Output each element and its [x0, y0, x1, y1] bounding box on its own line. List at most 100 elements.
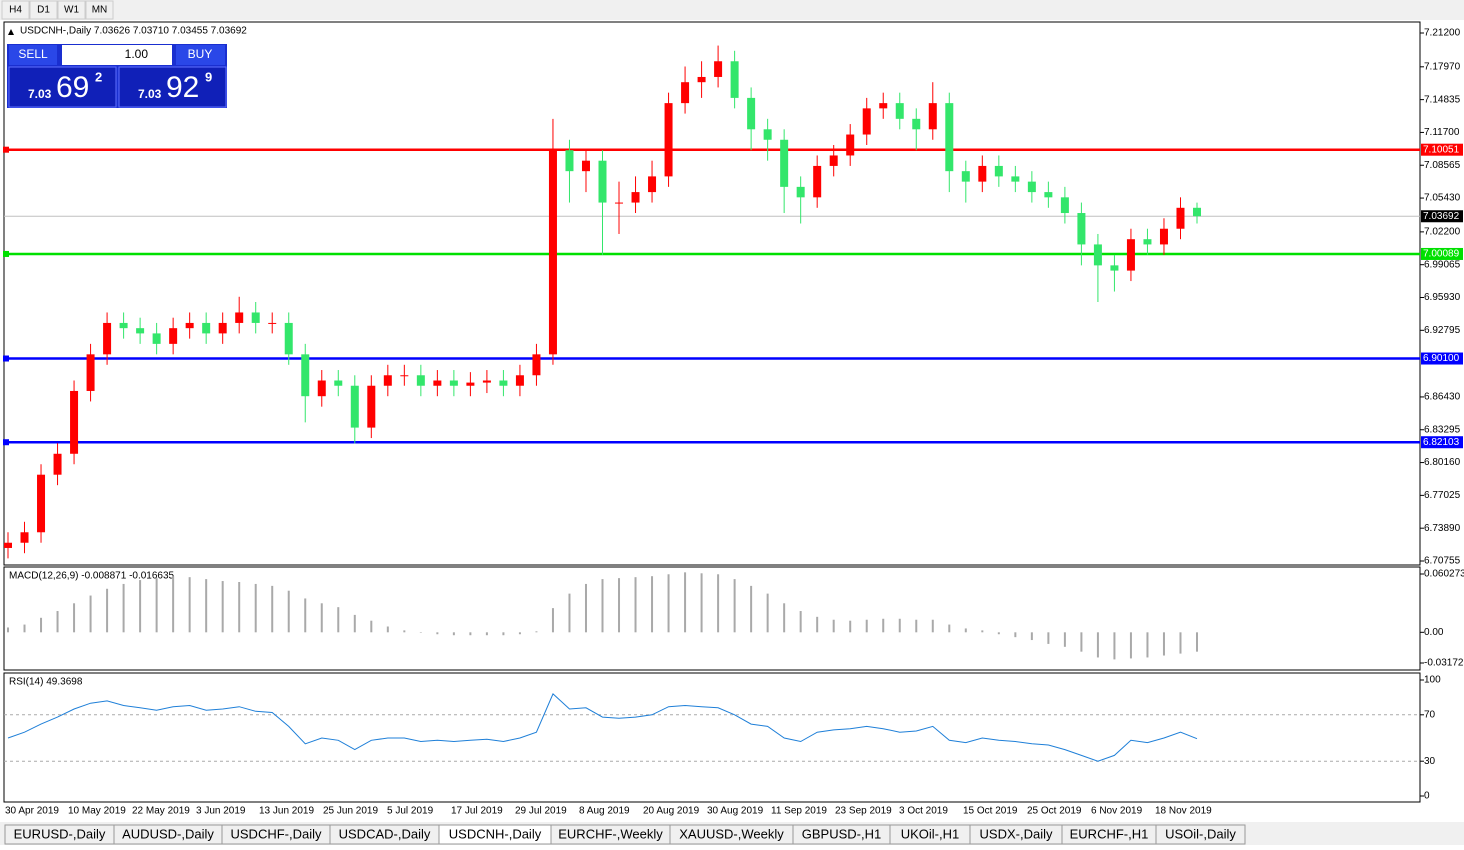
candle-body — [268, 322, 277, 324]
x-tick-label: 29 Jul 2019 — [515, 806, 567, 817]
macd-bar — [568, 593, 571, 633]
tab[interactable] — [1155, 824, 1246, 845]
level-marker — [3, 439, 9, 446]
candle-body — [631, 192, 640, 203]
quote-box[interactable] — [118, 66, 227, 108]
timeframe-label[interactable]: H4 — [9, 5, 22, 16]
timeframe-button[interactable] — [29, 0, 58, 20]
macd-bar — [667, 574, 670, 633]
timeframe-label[interactable]: D1 — [37, 5, 50, 16]
macd-bar — [370, 620, 373, 633]
lot-value[interactable]: 1.00 — [125, 47, 149, 61]
candle-body — [4, 542, 12, 548]
candle-body — [648, 176, 657, 193]
tab-label[interactable]: USOil-,Daily — [1165, 826, 1236, 841]
macd-bar — [799, 611, 802, 633]
candle-body — [284, 322, 293, 355]
macd-bar — [254, 583, 257, 633]
candle-body — [532, 354, 541, 376]
candle-body — [681, 82, 690, 104]
x-tick-label: 30 Apr 2019 — [5, 806, 59, 817]
candle-body — [1159, 228, 1168, 245]
timeframe-label[interactable]: MN — [92, 5, 108, 16]
tab-label[interactable]: EURCHF-,H1 — [1070, 826, 1149, 841]
macd-bar — [931, 619, 934, 633]
tab-label[interactable]: XAUUSD-,Weekly — [679, 826, 784, 841]
quote-fraction[interactable]: 2 — [95, 69, 102, 84]
macd-bar — [1063, 632, 1066, 647]
candle-body — [664, 103, 673, 177]
macd-bar — [1162, 632, 1165, 656]
candle-body — [780, 139, 789, 187]
y-tick-label: 7.11700 — [1424, 127, 1460, 138]
tab-label[interactable]: EURUSD-,Daily — [14, 826, 106, 841]
level-label-box — [1421, 352, 1463, 365]
macd-bar — [816, 616, 819, 633]
candle-body — [581, 160, 590, 172]
level-label: 6.90100 — [1423, 353, 1460, 364]
candle-body — [895, 103, 904, 119]
macd-bar — [271, 585, 274, 633]
tab-label[interactable]: EURCHF-,Weekly — [558, 826, 663, 841]
quote-fraction[interactable]: 9 — [205, 69, 212, 84]
macd-bar — [1096, 632, 1099, 658]
macd-bar — [353, 614, 356, 633]
y-tick-label: 6.77025 — [1424, 490, 1461, 501]
candle-body — [350, 385, 359, 428]
macd-bar — [618, 578, 621, 633]
timeframe-button[interactable] — [57, 0, 86, 20]
x-tick-label: 3 Oct 2019 — [899, 806, 948, 817]
tab-label[interactable]: USDX-,Daily — [980, 826, 1053, 841]
macd-bar — [436, 632, 439, 635]
quote-big[interactable]: 7.03 — [28, 87, 52, 101]
sell-label[interactable]: SELL — [18, 47, 48, 61]
sell-button[interactable] — [9, 45, 57, 65]
quote-box[interactable] — [8, 66, 117, 108]
macd-bar — [700, 573, 703, 633]
x-tick-label: 6 Nov 2019 — [1091, 806, 1143, 817]
tab-label[interactable]: USDCAD-,Daily — [339, 826, 431, 841]
buy-button[interactable] — [176, 45, 225, 65]
timeframe-button[interactable] — [85, 0, 114, 20]
macd-bar — [1030, 632, 1033, 641]
candle-body — [879, 103, 888, 109]
candle-body — [20, 532, 29, 543]
tab-label[interactable]: UKOil-,H1 — [901, 826, 960, 841]
macd-bar — [832, 619, 835, 633]
macd-bar — [304, 598, 307, 633]
macd-bar — [188, 577, 191, 633]
macd-bar — [485, 632, 488, 636]
candle-body — [235, 312, 244, 323]
y-tick-label: 0.00 — [1424, 627, 1444, 638]
candle-body — [862, 108, 871, 135]
tab-label[interactable]: USDCHF-,Daily — [231, 826, 323, 841]
quote-big[interactable]: 7.03 — [138, 87, 162, 101]
candle-body — [1110, 265, 1119, 271]
quote-digits[interactable]: 69 — [56, 71, 89, 104]
candle-body — [218, 322, 227, 334]
candle-body — [829, 155, 838, 166]
macd-bar — [733, 579, 736, 633]
tab-label[interactable]: AUDUSD-,Daily — [122, 826, 214, 841]
x-tick-label: 23 Sep 2019 — [835, 806, 892, 817]
macd-bar — [518, 632, 521, 635]
candle-body — [598, 160, 607, 203]
level-marker — [3, 146, 9, 153]
lot-input[interactable] — [62, 45, 172, 65]
buy-label[interactable]: BUY — [188, 47, 213, 61]
macd-bar — [997, 632, 1000, 635]
macd-bar — [1014, 632, 1017, 638]
y-tick-label: 6.70755 — [1424, 556, 1461, 567]
macd-bar — [684, 572, 687, 633]
macd-bar — [651, 576, 654, 633]
timeframe-button[interactable] — [1, 0, 30, 20]
macd-bar — [750, 585, 753, 633]
timeframe-label[interactable]: W1 — [64, 5, 79, 16]
tab-label[interactable]: USDCNH-,Daily — [449, 826, 542, 841]
macd-bar — [287, 590, 290, 633]
candle-body — [928, 103, 937, 130]
quote-digits[interactable]: 92 — [166, 71, 199, 104]
candle-body — [367, 385, 376, 428]
tab-label[interactable]: GBPUSD-,H1 — [802, 826, 881, 841]
